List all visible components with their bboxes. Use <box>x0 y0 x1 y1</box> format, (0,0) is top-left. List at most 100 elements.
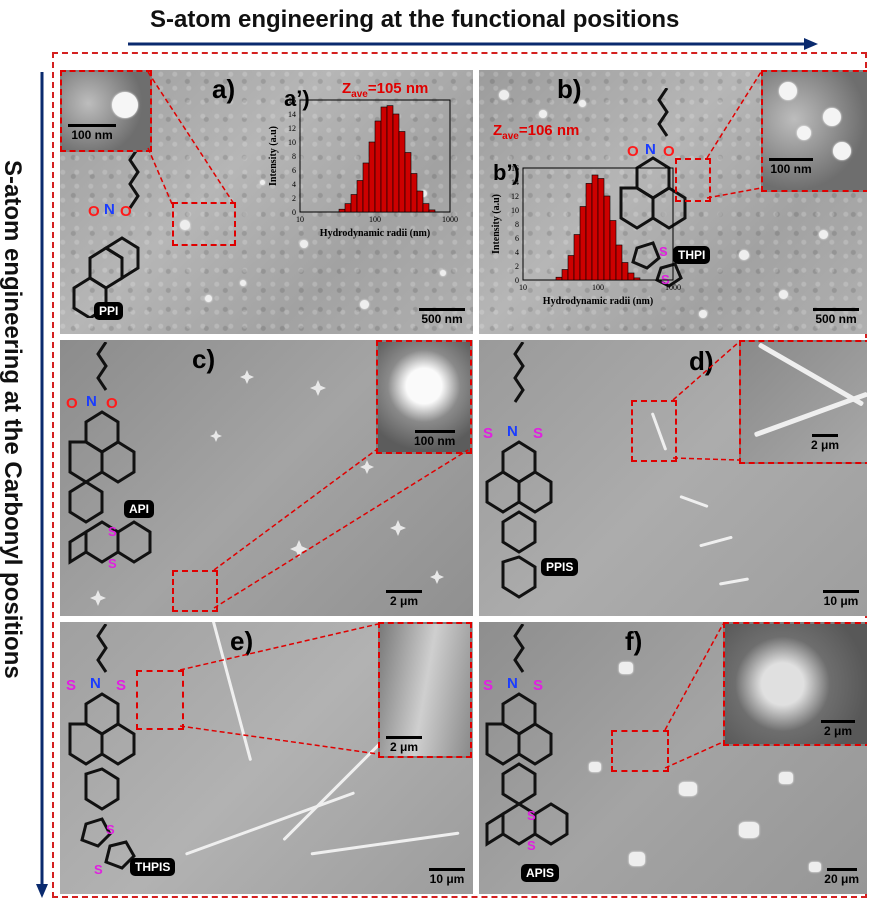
panel-b-zoom-box <box>675 158 711 202</box>
panel-b-label: b) <box>557 74 582 104</box>
histogram-ylabel: Intensity (a.u) <box>268 126 279 186</box>
histogram-ytick: 10 <box>511 206 519 215</box>
histogram-xtick: 10 <box>296 215 304 224</box>
svg-text:S: S <box>527 808 536 823</box>
histogram-bar <box>398 131 406 213</box>
panel-f-inset: 2 μm <box>723 622 867 746</box>
panel-f-molecule: S N S S S <box>483 624 569 853</box>
svg-text:S: S <box>659 244 668 259</box>
histogram-ytick: 8 <box>292 152 296 161</box>
histogram-xtick: 100 <box>592 283 604 292</box>
histogram-bar <box>428 209 436 213</box>
panel-d-inset: 2 μm <box>739 340 867 464</box>
panel-d-scale: 10 μm <box>823 594 859 608</box>
histogram-bar <box>392 113 400 213</box>
histogram-ytick: 4 <box>515 248 519 257</box>
panel-a-zave: Zave=105 nm <box>342 80 429 100</box>
panel-b-histogram: 0 2 4 6 8 10 12 14 16 10 100 1000 Hydrodynamic radii… <box>491 164 681 307</box>
panel-e-molecule: S N S S S <box>66 624 136 877</box>
top-axis-title: S-atom engineering at the functional pos… <box>150 6 680 33</box>
svg-text:S: S <box>116 677 126 694</box>
panel-e: e) S N S S S THPIS 2 μm 10 μm <box>60 622 473 894</box>
svg-text:S: S <box>533 425 543 442</box>
panel-a-sublabel: a’) <box>284 86 310 111</box>
histogram-bar <box>338 208 346 213</box>
histogram-bar <box>627 272 635 281</box>
svg-text:S: S <box>108 524 117 539</box>
histogram-bar <box>404 152 412 213</box>
panel-a-histogram: 0 2 4 6 8 10 12 14 16 10 100 1000 Hydrodynamic radii… <box>268 96 458 239</box>
svg-text:O: O <box>663 143 675 160</box>
panel-c-inset: 100 nm <box>376 340 472 454</box>
histogram-ytick: 10 <box>288 138 296 147</box>
histogram-ytick: 6 <box>292 166 296 175</box>
histogram-xtick: 1000 <box>665 283 681 292</box>
panel-d-inset-scale: 2 μm <box>811 438 840 452</box>
panel-b-zave: Zave=106 nm <box>493 122 580 142</box>
histogram-ytick: 0 <box>515 276 519 285</box>
histogram-bar <box>422 203 430 213</box>
svg-text:S: S <box>527 838 536 853</box>
histogram-bar <box>416 190 424 213</box>
histogram-ylabel: Intensity (a.u) <box>491 194 502 254</box>
histogram-bar <box>362 162 370 213</box>
panel-e-inset: 2 μm <box>378 622 472 758</box>
histogram-bar <box>356 180 364 213</box>
histogram-bar <box>621 262 629 281</box>
svg-text:O: O <box>106 395 118 412</box>
histogram-xtick: 1000 <box>442 215 458 224</box>
svg-text:O: O <box>627 143 639 160</box>
panel-c-molecule-name: API <box>124 500 155 518</box>
panel-b: b) Zave=106 nm b’) 0 2 4 6 8 10 12 14 16 10 100 100… <box>479 70 867 334</box>
panel-f-zoom-box <box>611 730 669 772</box>
panel-d-molecule-name: PPIS <box>541 558 579 576</box>
panel-a-molecule-name: PPI <box>94 302 124 320</box>
panel-b-scale: 500 nm <box>815 312 857 326</box>
panel-a-zoom-box <box>172 202 236 246</box>
panel-a-label: a) <box>212 74 236 104</box>
svg-text:S: S <box>106 822 115 837</box>
svg-text:S: S <box>483 425 493 442</box>
panel-f-scale: 20 μm <box>824 872 859 886</box>
panel-a-molecule: O N O <box>72 148 140 318</box>
histogram-xlabel: Hydrodynamic radii (nm) <box>320 228 430 239</box>
histogram-ytick: 6 <box>515 234 519 243</box>
panel-a-inset: 100 nm <box>60 70 152 152</box>
panel-a: 100 nm a) a’) Zave=105 nm 0 2 4 6 8 10 12 14 16 1… <box>60 70 473 334</box>
svg-text:S: S <box>108 556 117 571</box>
panel-c-label: c) <box>192 344 216 374</box>
panel-b-inset: 100 nm <box>761 70 867 192</box>
panel-f: f) S N S S S APIS 2 μm 20 μm <box>479 622 867 894</box>
histogram-bar <box>633 277 641 281</box>
panel-c-scale: 2 μm <box>389 594 419 608</box>
histogram-ytick: 2 <box>515 262 519 271</box>
svg-text:N: N <box>90 675 101 692</box>
panel-a-scale: 500 nm <box>421 312 463 326</box>
svg-text:S: S <box>94 862 103 877</box>
histogram-bar <box>368 141 376 213</box>
histogram-ytick: 16 <box>511 164 519 173</box>
panel-d-zoom-box <box>631 400 677 462</box>
panel-f-molecule-name: APIS <box>521 864 560 882</box>
panel-c-inset-scale: 100 nm <box>414 434 456 448</box>
histogram-bar <box>386 105 394 213</box>
histogram-ytick: 2 <box>292 194 296 203</box>
svg-text:N: N <box>104 201 115 218</box>
panel-f-inset-scale: 2 μm <box>823 724 853 738</box>
histogram-xtick: 100 <box>369 215 381 224</box>
histogram-bar <box>350 194 358 213</box>
svg-text:O: O <box>120 203 132 220</box>
panel-d-label: d) <box>689 346 714 376</box>
histogram-ytick: 8 <box>515 220 519 229</box>
panel-b-sublabel: b’) <box>493 160 520 185</box>
histogram-bar <box>344 203 352 213</box>
panel-f-label: f) <box>625 626 643 656</box>
panel-d-molecule: S N S <box>483 342 553 599</box>
panel-e-scale: 10 μm <box>429 872 465 886</box>
histogram-xtick: 10 <box>519 283 527 292</box>
panel-c-molecule: O N O S S <box>66 342 152 571</box>
svg-text:N: N <box>507 423 518 440</box>
panel-e-molecule-name: THPIS <box>130 858 176 876</box>
histogram-ytick: 4 <box>292 180 296 189</box>
